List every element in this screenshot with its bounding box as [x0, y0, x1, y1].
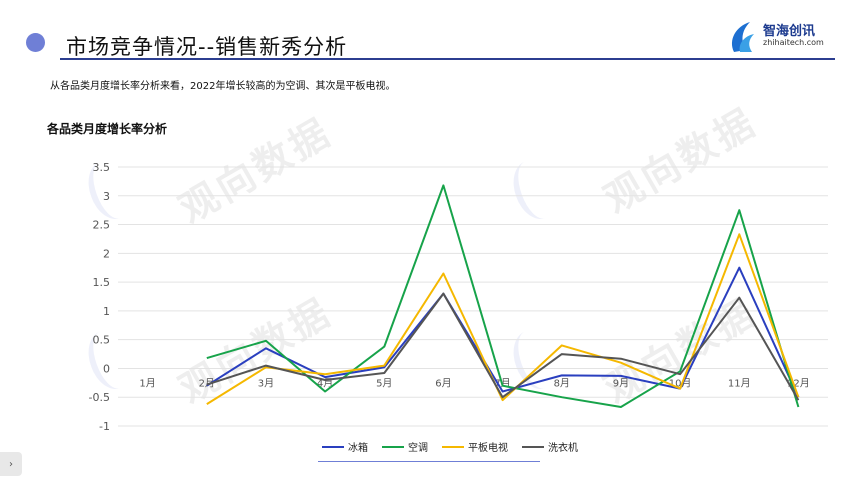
y-tick-label: 1: [103, 305, 110, 318]
logo-subtext: zhihaitech.com: [763, 38, 824, 47]
legend-swatch: [522, 445, 544, 448]
legend-item: 空调: [382, 439, 428, 454]
nav-expand-button[interactable]: ›: [0, 452, 22, 476]
legend-swatch: [442, 445, 464, 448]
chart-legend: 冰箱 空调 平板电视 洗衣机: [322, 439, 578, 454]
legend-label: 洗衣机: [548, 443, 578, 454]
x-tick-label: 9月: [613, 377, 629, 389]
y-tick-label: 1.5: [93, 276, 111, 289]
title-rule: [60, 58, 835, 60]
y-tick-label: -0.5: [89, 391, 110, 404]
y-tick-label: 2.5: [93, 219, 111, 232]
x-tick-label: 11月: [728, 377, 751, 389]
x-tick-label: 6月: [435, 377, 451, 389]
legend-item: 冰箱: [322, 439, 368, 454]
legend-item: 平板电视: [442, 439, 508, 454]
logo-icon: [731, 22, 754, 52]
page-title: 市场竞争情况--销售新秀分析: [66, 35, 348, 59]
y-tick-label: 3.5: [93, 161, 111, 174]
title-dot: [26, 33, 45, 52]
series-line-洗衣机: [206, 292, 800, 401]
chart-title: 各品类月度增长率分析: [47, 122, 168, 136]
y-tick-label: -1: [99, 420, 110, 433]
y-tick-label: 0: [103, 362, 110, 375]
x-tick-label: 5月: [376, 377, 392, 389]
legend-swatch: [322, 445, 344, 448]
subtitle: 从各品类月度增长率分析来看，2022年增长较高的为空调、其次是平板电视。: [50, 81, 396, 92]
legend-swatch: [382, 445, 404, 448]
y-tick-label: 3: [103, 190, 110, 203]
series-line-平板电视: [206, 233, 800, 405]
legend-item: 洗衣机: [522, 439, 578, 454]
y-tick-label: 2: [103, 247, 110, 260]
x-tick-label: 1月: [139, 377, 155, 389]
x-tick-label: 2月: [199, 377, 215, 389]
y-tick-label: 0.5: [93, 334, 111, 347]
legend-label: 平板电视: [468, 443, 508, 454]
logo-text: 智海创讯: [763, 24, 816, 39]
growth-line-chart: 3.532.521.510.50-0.5-11月 2月 3月 4月 5月 6月 7月 8月 9月…: [89, 161, 828, 433]
legend-label: 空调: [408, 443, 428, 454]
x-tick-label: 3月: [258, 377, 274, 389]
x-tick-label: 8月: [554, 377, 570, 389]
legend-rule: [318, 461, 540, 462]
legend-label: 冰箱: [348, 443, 368, 454]
